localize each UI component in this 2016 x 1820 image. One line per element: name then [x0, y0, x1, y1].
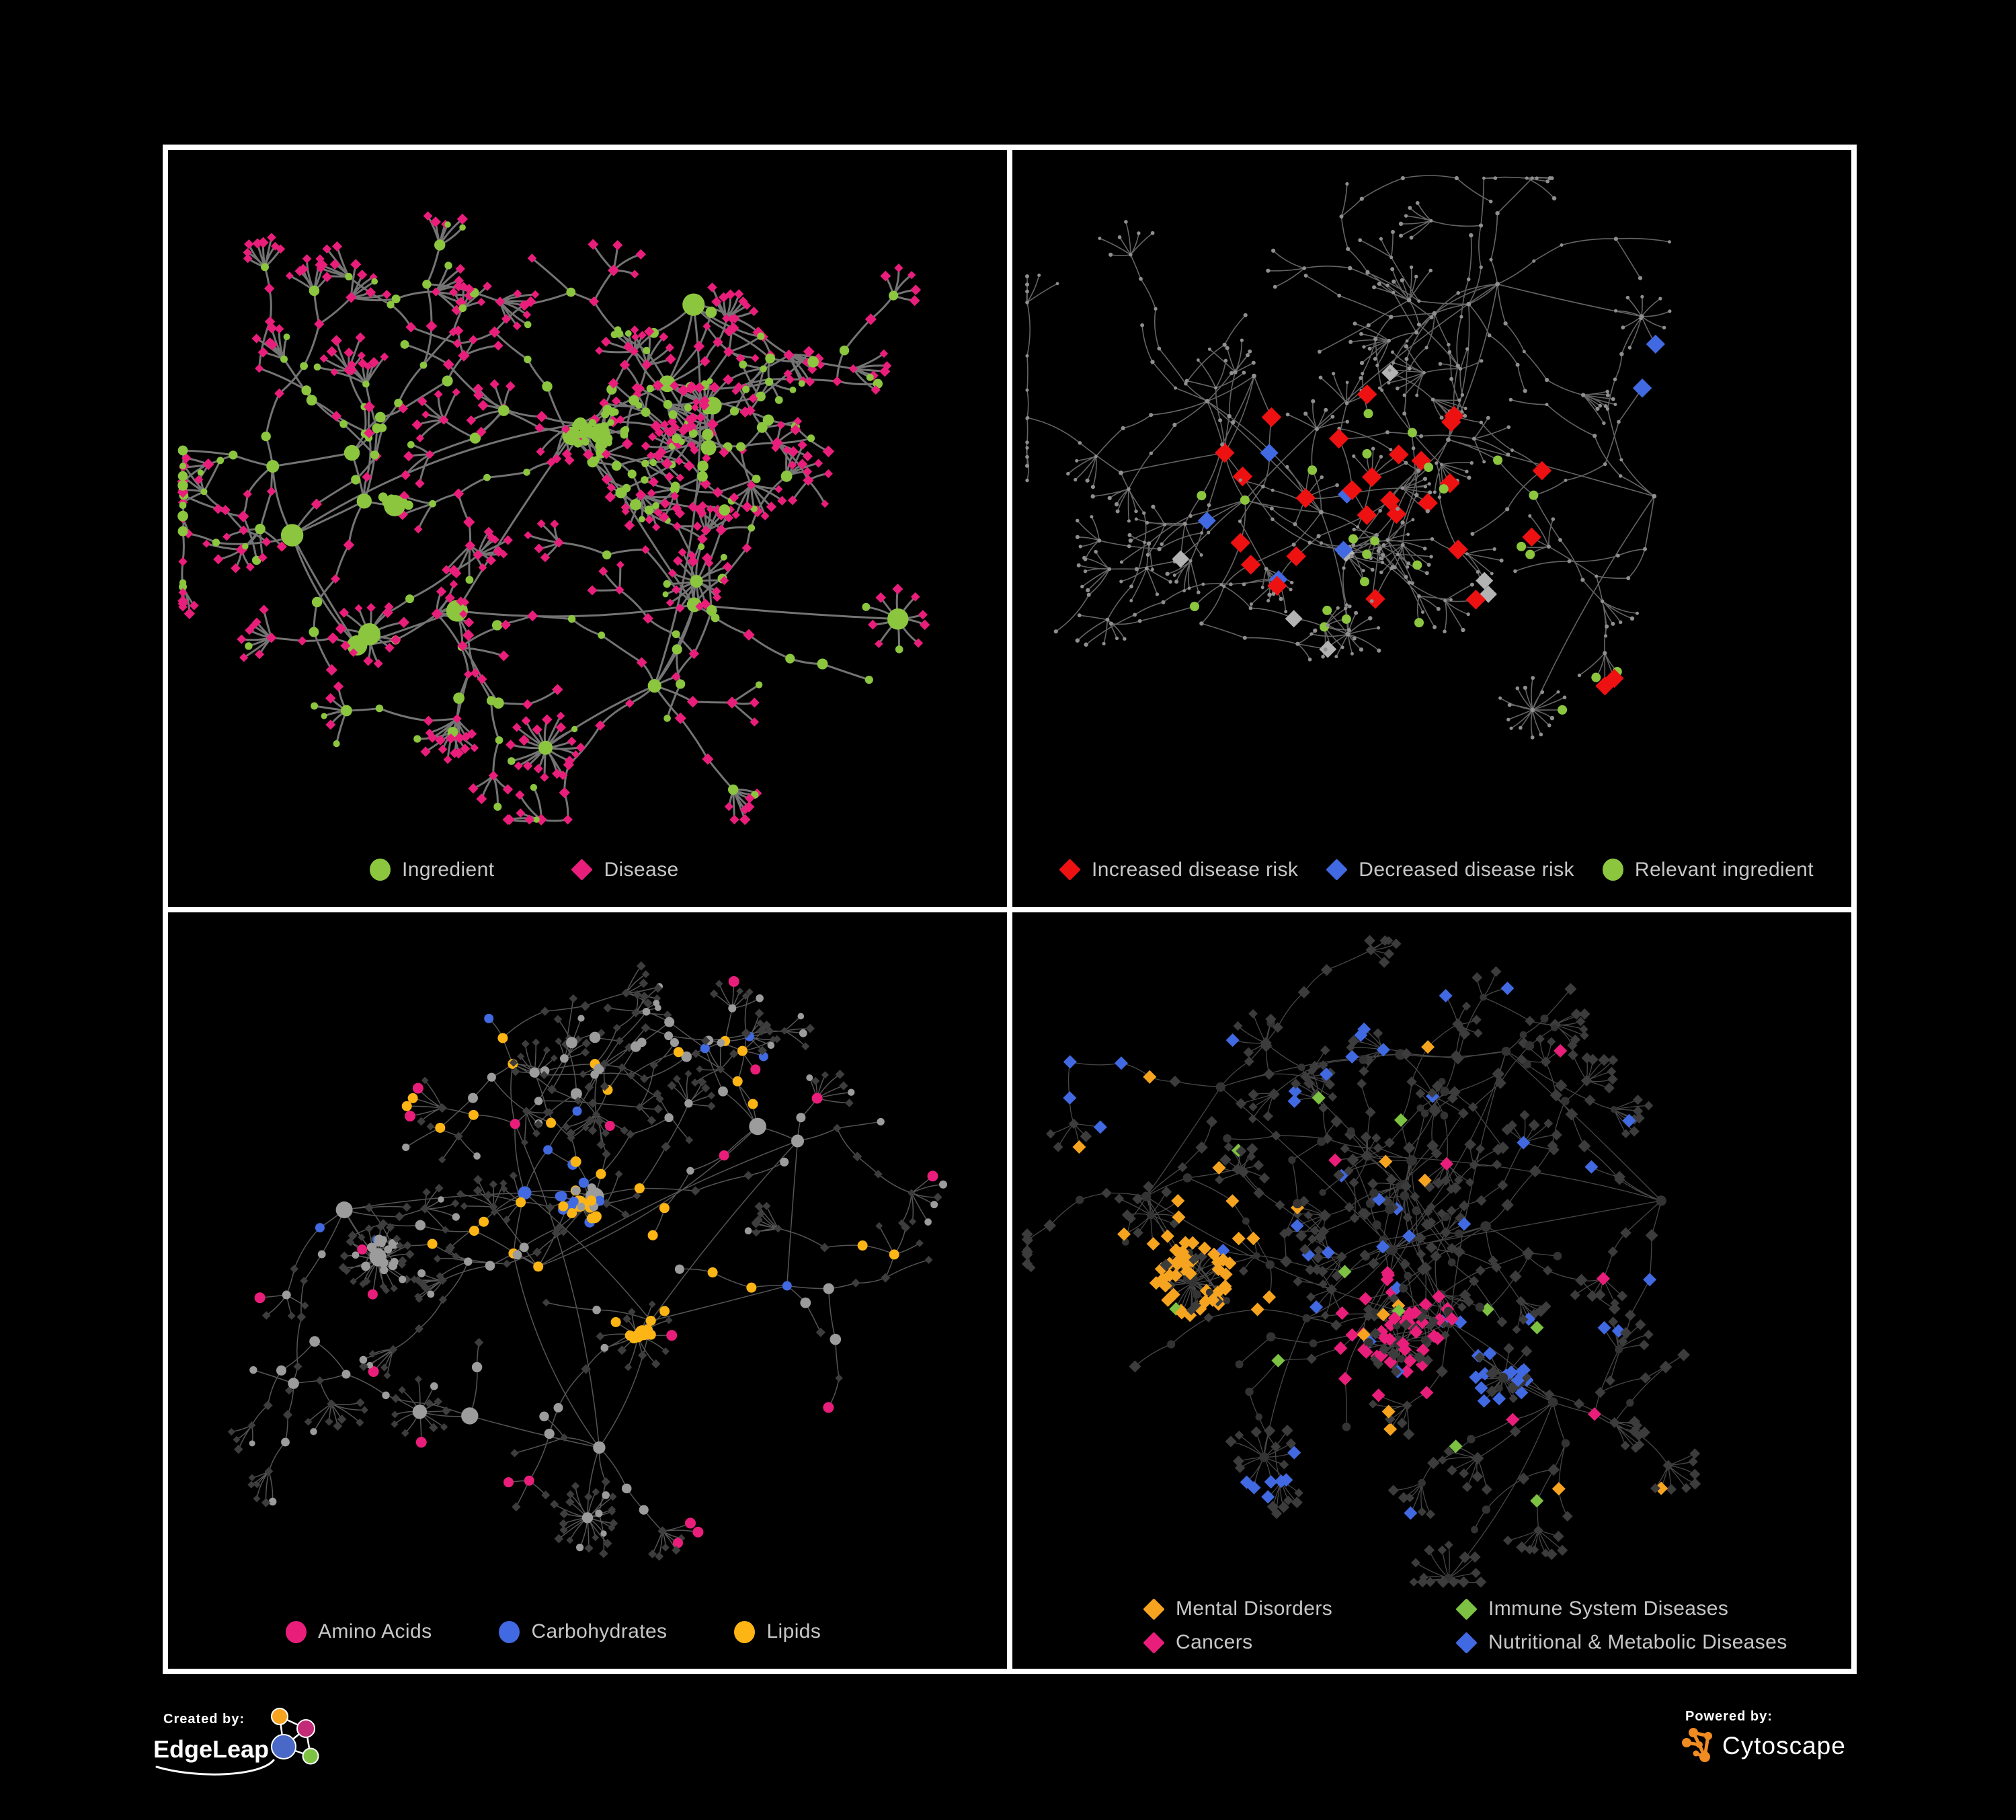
legend-disease-risk: Increased disease risk Decreased disease … — [1059, 859, 1814, 881]
legend-nutrient-classes: Amino Acids Carbohydrates Lipids — [286, 1620, 821, 1643]
network-graph-nutrient-classes — [227, 961, 947, 1560]
legend-swatch-circle-icon — [734, 1620, 756, 1643]
legend-item: Mental Disorders — [1143, 1597, 1456, 1620]
legend-swatch-diamond-icon — [1143, 1631, 1165, 1654]
network-nodes — [1021, 935, 1701, 1588]
panel-nutrient-classes: Amino Acids Carbohydrates Lipids — [168, 912, 1007, 1669]
legend-swatch-circle-icon — [370, 859, 391, 881]
cytoscape-logo-icon — [1682, 1728, 1712, 1762]
network-graph-disease-risk — [1025, 175, 1672, 740]
legend-label: Disease — [604, 858, 679, 881]
legend-label: Amino Acids — [318, 1620, 432, 1643]
network-edges — [1026, 175, 1670, 738]
powered-by-label: Powered by: — [1685, 1709, 1773, 1724]
legend-item: Cancers — [1143, 1631, 1456, 1654]
legend-swatch-circle-icon — [286, 1620, 307, 1643]
legend-swatch-circle-icon — [1602, 859, 1623, 881]
legend-label: Immune System Diseases — [1488, 1597, 1729, 1620]
panel-grid: Ingredient Disease Increased disease risk… — [163, 145, 1857, 1674]
legend-item: Immune System Diseases — [1455, 1597, 1787, 1620]
edgeleap-name: EdgeLeap — [153, 1735, 269, 1763]
legend-label: Lipids — [766, 1620, 821, 1643]
legend-swatch-diamond-icon — [1326, 859, 1348, 881]
legend-item: Ingredient — [370, 859, 494, 881]
legend-item: Amino Acids — [286, 1620, 432, 1643]
legend-item: Increased disease risk — [1059, 859, 1298, 881]
network-nodes — [227, 961, 947, 1560]
edgeleap-logo: EdgeLeap — [153, 1708, 319, 1776]
edgeleap-swoosh-icon — [155, 1759, 275, 1776]
legend-label: Ingredient — [402, 858, 495, 881]
legend-ingredient-disease: Ingredient Disease — [370, 859, 679, 881]
network-graph-ingredient-disease — [177, 211, 930, 826]
legend-item: Disease — [571, 859, 678, 881]
legend-item: Decreased disease risk — [1326, 859, 1574, 881]
legend-item: Relevant ingredient — [1602, 858, 1814, 881]
legend-label: Decreased disease risk — [1359, 858, 1574, 881]
legend-swatch-diamond-icon — [1455, 1631, 1478, 1654]
legend-swatch-diamond-icon — [1455, 1597, 1478, 1620]
network-graph-disease-classes — [1021, 935, 1701, 1588]
legend-swatch-circle-icon — [499, 1620, 520, 1643]
legend-label: Nutritional & Metabolic Diseases — [1488, 1631, 1787, 1653]
legend-label: Carbohydrates — [531, 1620, 668, 1643]
legend-label: Cancers — [1176, 1631, 1253, 1653]
legend-item: Carbohydrates — [499, 1620, 667, 1643]
panel-ingredient-disease: Ingredient Disease — [168, 150, 1007, 907]
legend-swatch-diamond-icon — [1143, 1597, 1165, 1620]
legend-label: Relevant ingredient — [1634, 858, 1814, 881]
panel-disease-classes: Mental Disorders Immune System Diseases Ca… — [1012, 912, 1851, 1669]
created-by-label: Created by: — [163, 1712, 245, 1727]
cytoscape-name: Cytoscape — [1722, 1732, 1846, 1759]
network-nodes — [177, 211, 930, 826]
legend-item: Lipids — [734, 1620, 821, 1643]
edgeleap-network-icon — [271, 1708, 319, 1765]
panel-disease-risk: Increased disease risk Decreased disease … — [1012, 150, 1851, 907]
network-edges — [181, 215, 926, 823]
legend-item: Nutritional & Metabolic Diseases — [1455, 1631, 1787, 1654]
legend-label: Mental Disorders — [1176, 1597, 1333, 1620]
network-nodes — [1025, 175, 1672, 740]
legend-swatch-diamond-icon — [571, 859, 594, 881]
legend-disease-classes: Mental Disorders Immune System Diseases Ca… — [1143, 1597, 1787, 1654]
legend-swatch-diamond-icon — [1059, 859, 1081, 881]
legend-label: Increased disease risk — [1092, 858, 1299, 881]
